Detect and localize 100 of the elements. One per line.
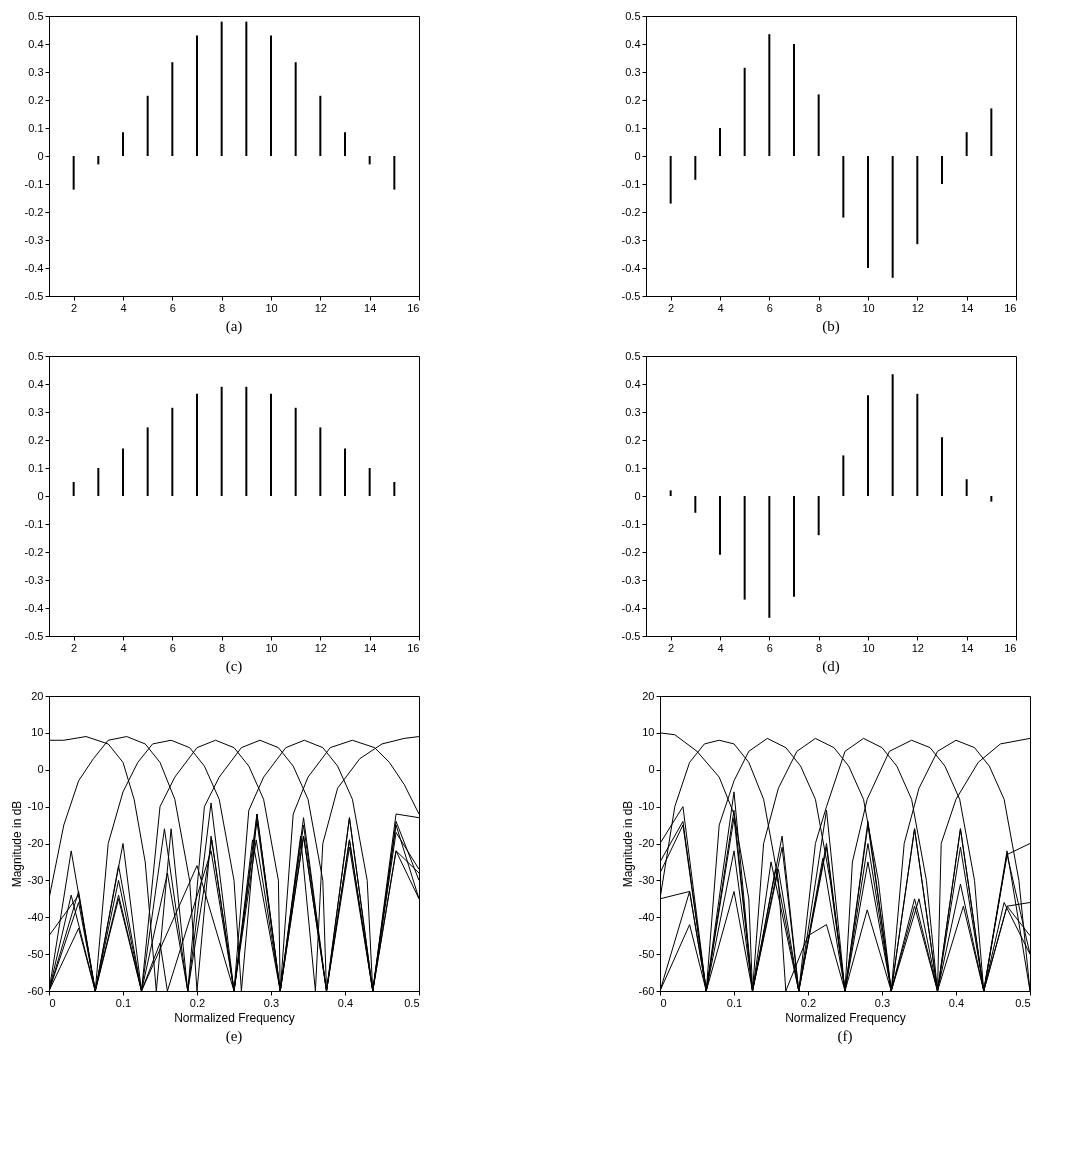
- y-tick-label: -0.4: [24, 261, 44, 274]
- y-tick-label: 0.1: [625, 121, 641, 134]
- text: (a): [225, 318, 243, 335]
- y-tick-label: 10: [31, 726, 44, 739]
- x-tick-label: 12: [911, 301, 924, 314]
- y-tick-label: -0.2: [621, 545, 641, 558]
- y-tick-label: 0.5: [28, 349, 44, 362]
- y-tick-label: -0.1: [621, 177, 641, 190]
- x-tick-label: 0.3: [263, 996, 280, 1009]
- y-tick-label: 10: [642, 726, 655, 739]
- x-tick-label: 0.5: [404, 996, 420, 1009]
- y-tick-label: -0.3: [621, 573, 641, 586]
- y-tick-label: 0.1: [28, 461, 44, 474]
- y-tick-label: -20: [27, 837, 44, 849]
- x-tick-label: 14: [364, 301, 377, 314]
- y-tick-label: -0.4: [24, 601, 44, 614]
- x-tick-label: 0.1: [115, 996, 132, 1009]
- x-tick-label: 0.5: [1015, 996, 1031, 1009]
- y-tick-label: -0.2: [24, 545, 44, 558]
- x-tick-label: 4: [120, 641, 127, 654]
- y-tick-label: 20: [642, 689, 655, 702]
- x-tick-label: 14: [961, 301, 974, 314]
- x-tick-label: 2: [71, 301, 78, 314]
- y-tick-label: -0.3: [24, 573, 44, 586]
- y-tick-label: -60: [27, 984, 44, 997]
- x-tick-label: 8: [816, 641, 823, 654]
- x-tick-label: 2: [668, 641, 675, 654]
- y-tick-label: -0.5: [621, 629, 641, 642]
- y-tick-label: 0.3: [625, 65, 641, 78]
- y-tick-label: -0.5: [24, 629, 44, 642]
- y-tick-label: 0: [634, 489, 641, 502]
- y-tick-label: 0.3: [625, 405, 641, 418]
- x-tick-label: 0.1: [726, 996, 743, 1009]
- y-tick-label: -60: [638, 984, 655, 997]
- y-tick-label: 0.4: [28, 377, 44, 390]
- x-tick-label: 10: [862, 301, 875, 314]
- y-tick-label: 0: [37, 763, 44, 776]
- text: (f): [837, 1028, 853, 1045]
- y-tick-label: 0.2: [625, 433, 641, 446]
- x-tick-label: 6: [169, 641, 176, 654]
- y-tick-label: 0.4: [625, 377, 641, 390]
- x-tick-label: 0.4: [948, 996, 965, 1009]
- text: (d): [822, 658, 840, 675]
- x-tick-label: 16: [407, 301, 420, 314]
- x-tick-label: 0.4: [337, 996, 354, 1009]
- x-tick-label: 10: [862, 641, 875, 654]
- y-tick-label: -10: [27, 800, 44, 813]
- x-tick-label: 6: [766, 301, 773, 314]
- y-tick-label: 0.3: [28, 65, 44, 78]
- y-tick-label: 0.5: [28, 9, 44, 22]
- x-tick-label: 10: [265, 301, 278, 314]
- y-tick-label: -0.2: [621, 205, 641, 218]
- x-tick-label: 8: [219, 641, 226, 654]
- x-tick-label: 12: [911, 641, 924, 654]
- x-tick-label: 16: [1004, 301, 1017, 314]
- y-tick-label: 0.1: [28, 121, 44, 134]
- y-tick-label: 0.3: [28, 405, 44, 418]
- y-tick-label: 0.2: [625, 93, 641, 106]
- y-tick-label: 0: [37, 489, 44, 502]
- x-tick-label: 4: [120, 301, 127, 314]
- y-tick-label: -0.3: [621, 233, 641, 246]
- y-tick-label: -0.2: [24, 205, 44, 218]
- y-tick-label: 0: [37, 149, 44, 162]
- y-tick-label: -0.1: [24, 177, 44, 190]
- x-tick-label: 10: [265, 641, 278, 654]
- x-tick-label: 4: [717, 641, 724, 654]
- y-tick-label: -0.4: [621, 261, 641, 274]
- y-tick-label: -40: [638, 910, 655, 923]
- y-tick-label: -30: [638, 873, 655, 886]
- x-tick-label: 8: [816, 301, 823, 314]
- y-tick-label: -10: [638, 800, 655, 813]
- y-tick-label: -20: [638, 837, 655, 849]
- x-tick-label: 6: [766, 641, 773, 654]
- x-tick-label: 16: [407, 641, 420, 654]
- y-tick-label: 0.5: [625, 9, 641, 22]
- y-tick-label: -40: [27, 910, 44, 923]
- x-tick-label: 0.3: [874, 996, 891, 1009]
- x-tick-label: 16: [1004, 641, 1017, 654]
- y-tick-label: 0: [634, 149, 641, 162]
- x-axis-title: Normalized Frequency: [785, 1010, 906, 1025]
- y-tick-label: 0.2: [28, 93, 44, 106]
- text: (e): [225, 1028, 243, 1045]
- x-tick-label: 12: [314, 301, 327, 314]
- y-tick-label: -0.1: [621, 517, 641, 530]
- y-tick-label: -0.3: [24, 233, 44, 246]
- x-tick-label: 12: [314, 641, 327, 654]
- x-tick-label: 2: [71, 641, 78, 654]
- y-tick-label: 0.4: [625, 37, 641, 50]
- x-tick-label: 14: [961, 641, 974, 654]
- text: (b): [822, 318, 840, 335]
- y-tick-label: -0.5: [24, 289, 44, 302]
- x-tick-label: 4: [717, 301, 724, 314]
- y-tick-label: -50: [638, 947, 655, 960]
- y-tick-label: 0: [648, 763, 655, 776]
- y-axis-title: Magnitude in dB: [620, 800, 635, 888]
- y-tick-label: 0.4: [28, 37, 44, 50]
- y-tick-label: 20: [31, 689, 44, 702]
- x-tick-label: 2: [668, 301, 675, 314]
- y-axis-title: Magnitude in dB: [9, 800, 24, 888]
- y-tick-label: -0.5: [621, 289, 641, 302]
